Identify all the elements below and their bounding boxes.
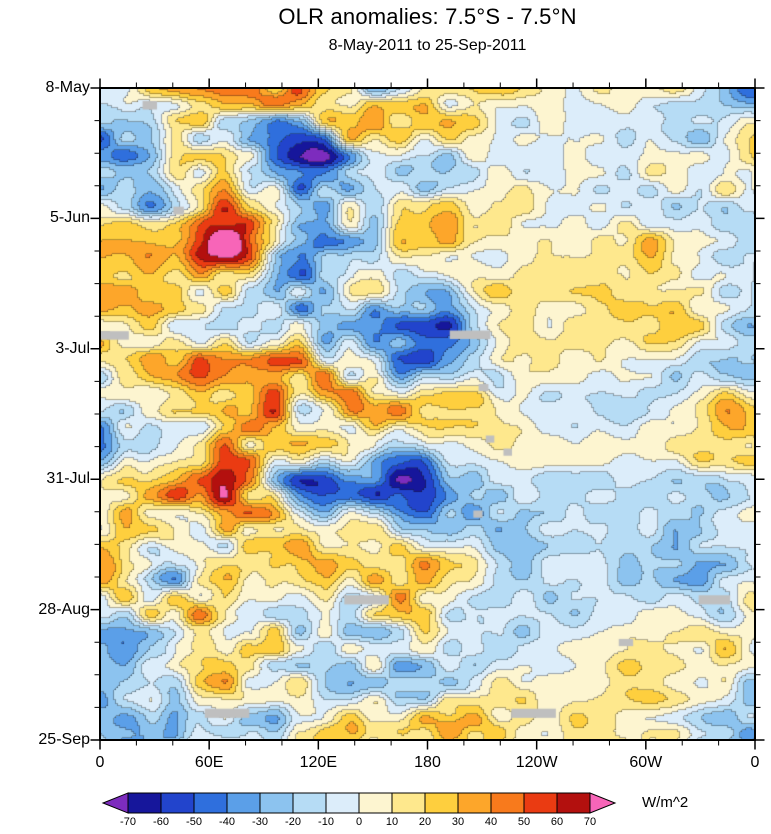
- colorbar-tick-label: 30: [451, 816, 465, 828]
- colorbar-tick-label: 0: [355, 816, 363, 828]
- colorbar-tick-label: 70: [583, 816, 597, 828]
- colorbar-tick-label: 50: [517, 816, 531, 828]
- x-tick-label: 60E: [194, 754, 224, 771]
- colorbar-segment: [490, 792, 525, 814]
- colorbar-tick-label: 20: [418, 816, 432, 828]
- colorbar-segment: [226, 792, 261, 814]
- colorbar-segment: [424, 792, 459, 814]
- colorbar-segment: [523, 792, 558, 814]
- x-tick-label: 0: [95, 754, 105, 771]
- colorbar-segment: [457, 792, 492, 814]
- chart-title: OLR anomalies: 7.5°S - 7.5°N: [278, 4, 577, 29]
- colorbar-tick-label: -60: [153, 816, 169, 828]
- colorbar-under-triangle: [101, 792, 129, 814]
- colorbar-tick-label: -40: [219, 816, 235, 828]
- colorbar-tick-label: -30: [252, 816, 268, 828]
- colorbar-segment: [391, 792, 426, 814]
- chart-subtitle: 8-May-2011 to 25-Sep-2011: [328, 37, 527, 54]
- x-tick-label: 120W: [515, 754, 558, 771]
- y-tick-label: 25-Sep: [38, 731, 90, 748]
- colorbar-tick-label: 60: [550, 816, 564, 828]
- colorbar-tick-label: -10: [318, 816, 334, 828]
- contour-field-canvas: [100, 88, 755, 740]
- x-tick-label: 180: [414, 754, 441, 771]
- colorbar-segment: [292, 792, 327, 814]
- colorbar-segment: [193, 792, 228, 814]
- colorbar-segment: [160, 792, 195, 814]
- colorbar-segment: [325, 792, 360, 814]
- colorbar-tick-label: 10: [385, 816, 399, 828]
- y-tick-label: 28-Aug: [38, 600, 90, 618]
- colorbar-tick-label: -70: [120, 816, 136, 828]
- colorbar-tick-label: 40: [484, 816, 498, 828]
- colorbar-units-label: W/m^2: [642, 794, 689, 811]
- x-tick-label: 120E: [299, 754, 338, 771]
- colorbar-segment: [556, 792, 591, 814]
- colorbar-segment: [259, 792, 294, 814]
- y-tick-label: 5-Jun: [49, 209, 90, 227]
- colorbar-segment: [358, 792, 393, 814]
- colorbar-segment: [127, 792, 162, 814]
- y-tick-label: 8-May: [45, 79, 90, 96]
- colorbar: [101, 792, 617, 814]
- colorbar-tick-label: -20: [285, 816, 301, 828]
- x-tick-label: 0: [750, 754, 760, 771]
- colorbar-over-triangle: [589, 792, 617, 814]
- y-tick-label: 3-Jul: [55, 339, 90, 357]
- colorbar-tick-label: -50: [186, 816, 202, 828]
- y-tick-label: 31-Jul: [46, 470, 90, 488]
- x-tick-label: 60W: [629, 754, 663, 771]
